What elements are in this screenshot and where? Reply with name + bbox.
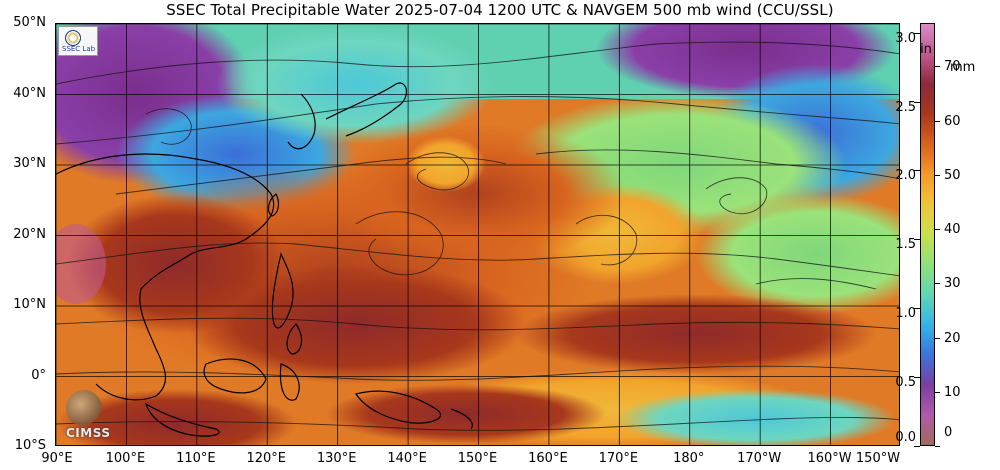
longitude-label: 150°E bbox=[457, 451, 498, 466]
colorbar-mm-tick: 20 bbox=[944, 330, 961, 346]
colorbar-mm-tick: 40 bbox=[944, 222, 961, 238]
colorbar-inch-tick: 3.0 bbox=[895, 30, 916, 46]
latitude-label: 20°N bbox=[13, 226, 46, 242]
longitude-label: 170°W bbox=[737, 451, 782, 466]
longitude-label: 120°E bbox=[246, 451, 287, 466]
colorbar-inch-tick: 1.5 bbox=[895, 237, 916, 253]
longitude-label: 150°W bbox=[855, 451, 901, 466]
latitude-label: 10°S bbox=[14, 438, 46, 453]
longitude-label: 140°E bbox=[387, 451, 427, 466]
colorbar-mm-tick-mark bbox=[935, 446, 940, 447]
longitude-label: 100°E bbox=[105, 451, 146, 466]
longitude-label: 180° bbox=[673, 451, 705, 466]
uw-seal-icon bbox=[65, 30, 81, 46]
latitude-label: 30°N bbox=[13, 156, 46, 171]
colorbar-mm-tick: 10 bbox=[944, 384, 961, 400]
cimss-logo-text: CIMSS bbox=[66, 426, 111, 440]
wind-streamlines bbox=[56, 41, 899, 431]
colorbar-inch-tick-mark bbox=[914, 170, 920, 172]
colorbar-inch-tick: 2.5 bbox=[895, 99, 916, 115]
colorbar-mm-tick-mark bbox=[935, 391, 940, 393]
colorbar-inch-tick-mark bbox=[914, 446, 920, 447]
colorbar-mm-tick: 0 bbox=[944, 425, 953, 440]
colorbar-mm-tick: 50 bbox=[944, 167, 961, 183]
colorbar-mm-tick-mark bbox=[935, 283, 940, 285]
longitude-label: 90°E bbox=[41, 451, 73, 466]
tpw-colorbar bbox=[920, 23, 935, 446]
colorbar-inch-tick: 1.0 bbox=[895, 306, 916, 322]
colorbar-mm-tick-mark bbox=[935, 120, 940, 122]
colorbar-inch-tick-mark bbox=[914, 308, 920, 310]
colorbar-mm-tick: 70 bbox=[944, 59, 961, 75]
ssec-logo: SSEC Lab bbox=[58, 26, 98, 56]
colorbar-mm-tick: 60 bbox=[944, 113, 961, 129]
latitude-label: 40°N bbox=[13, 85, 46, 101]
colorbar-mm-tick-mark bbox=[935, 66, 940, 68]
colorbar-inch-tick: 0.0 bbox=[895, 430, 916, 445]
colorbar-inch-tick: 2.0 bbox=[895, 168, 916, 184]
colorbar-inch-tick-mark bbox=[914, 101, 920, 103]
colorbar-mm-tick-mark bbox=[935, 337, 940, 339]
colorbar-inch-unit: in bbox=[920, 42, 932, 57]
longitude-label: 160°W bbox=[807, 451, 852, 466]
latitude-label: 50°N bbox=[13, 15, 46, 30]
colorbar-inch-tick-mark bbox=[914, 239, 920, 241]
tpw-map bbox=[55, 23, 900, 446]
ssec-logo-text: SSEC Lab bbox=[62, 45, 96, 53]
colorbar-inch-tick-mark bbox=[914, 32, 920, 34]
colorbar-inch-tick-mark bbox=[914, 377, 920, 379]
lat-lon-grid bbox=[56, 24, 899, 445]
colorbar-mm-tick: 30 bbox=[944, 276, 961, 292]
longitude-label: 110°E bbox=[176, 451, 216, 466]
colorbar-mm-tick-mark bbox=[935, 174, 940, 176]
colorbar-mm-tick-mark bbox=[935, 229, 940, 231]
coastlines bbox=[56, 82, 473, 437]
longitude-label: 160°E bbox=[528, 451, 568, 466]
colorbar-inch-tick: 0.5 bbox=[895, 375, 916, 391]
latitude-label: 10°N bbox=[13, 297, 46, 312]
longitude-label: 130°E bbox=[316, 451, 357, 466]
latitude-label: 0° bbox=[31, 367, 46, 383]
colorbar-mm-unit: mm bbox=[950, 60, 976, 75]
longitude-label: 170°E bbox=[598, 451, 639, 466]
cimss-logo: CIMSS bbox=[58, 388, 128, 444]
cimss-globe-icon bbox=[66, 390, 102, 426]
chart-title: SSEC Total Precipitable Water 2025-07-04… bbox=[166, 1, 834, 19]
